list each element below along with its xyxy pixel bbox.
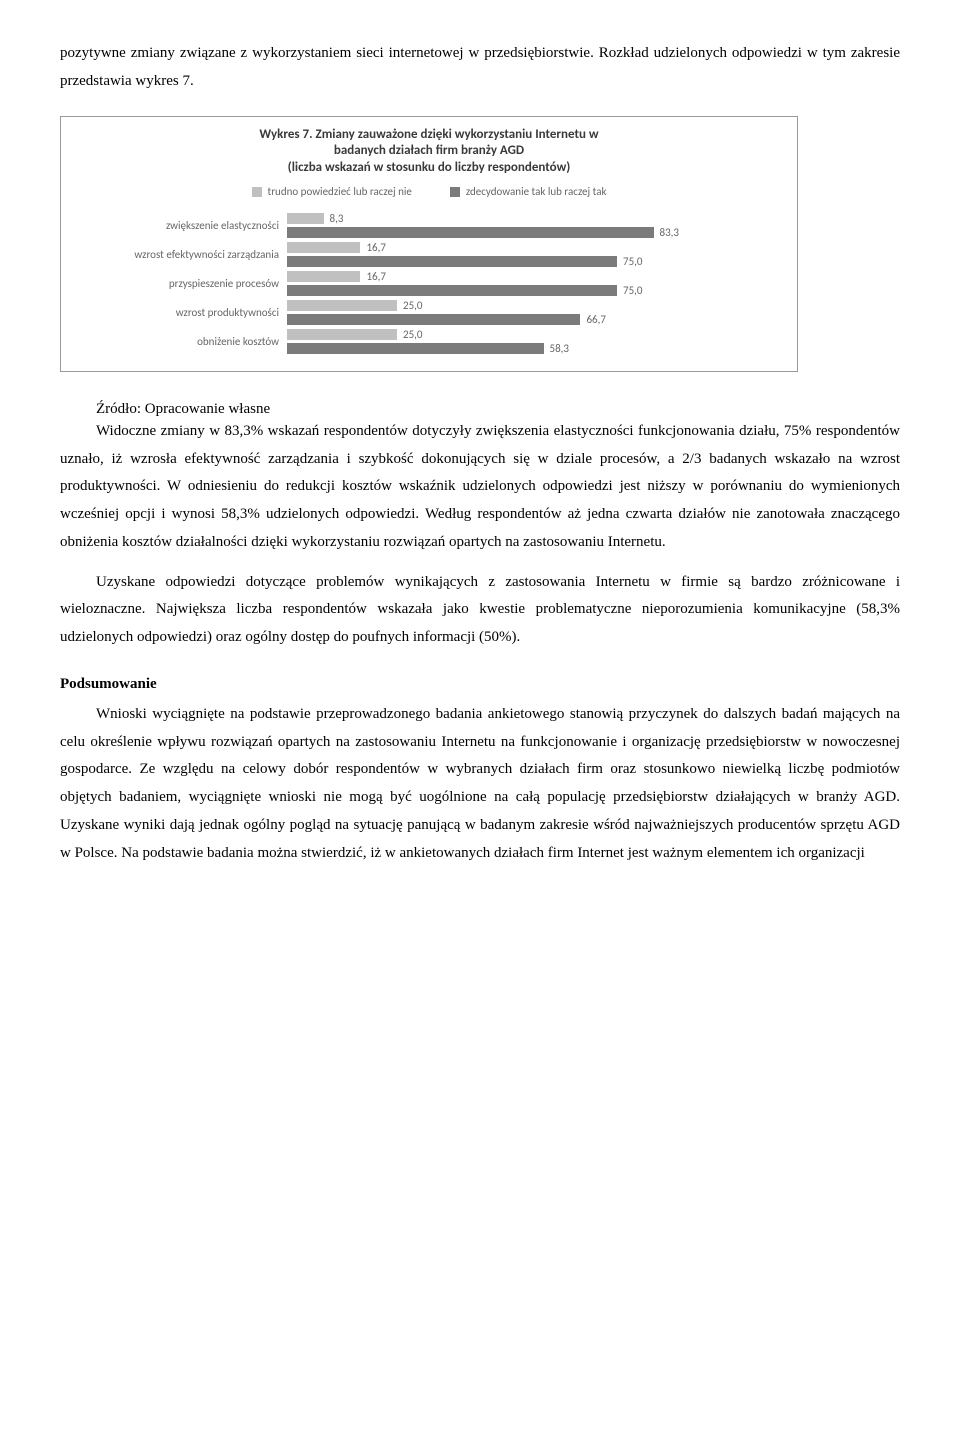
chart-category-row: wzrost produktywności 25,0 66,7 [79, 299, 779, 326]
legend-item-s1: trudno powiedzieć lub raczej nie [252, 185, 412, 198]
chart-bar-s1 [287, 300, 397, 311]
chart-title-line3: (liczba wskazań w stosunku do liczby res… [288, 160, 571, 175]
chart-bar-s1 [287, 213, 324, 224]
legend-label-s1: trudno powiedzieć lub raczej nie [268, 185, 412, 198]
legend-swatch-s2 [450, 187, 460, 197]
legend-item-s2: zdecydowanie tak lub raczej tak [450, 185, 607, 198]
paragraph-2: Uzyskane odpowiedzi dotyczące problemów … [60, 569, 900, 652]
chart-bar-row: 75,0 [287, 255, 779, 268]
chart-bar-s1 [287, 271, 360, 282]
chart-bar-row: 75,0 [287, 284, 779, 297]
chart-bar-s2 [287, 343, 544, 354]
chart-category-label: wzrost produktywności [79, 306, 287, 319]
chart-title-line2: badanych działach firm branży AGD [334, 143, 524, 158]
chart-bar-value: 75,0 [623, 255, 642, 268]
legend-label-s2: zdecydowanie tak lub raczej tak [466, 185, 607, 198]
chart-bar-s2 [287, 227, 654, 238]
chart-bar-value: 8,3 [330, 212, 344, 225]
chart-category-row: zwiększenie elastyczności 8,3 83,3 [79, 212, 779, 239]
chart-title: Wykres 7. Zmiany zauważone dzięki wykorz… [79, 127, 779, 178]
chart-body: zwiększenie elastyczności 8,3 83,3 wzrost e… [79, 212, 779, 355]
paragraph-1: Widoczne zmiany w 83,3% wskazań responde… [60, 418, 900, 557]
chart-bar-s1 [287, 242, 360, 253]
chart-bar-value: 58,3 [550, 342, 569, 355]
intro-paragraph: pozytywne zmiany związane z wykorzystani… [60, 40, 900, 96]
chart-category-row: wzrost efektywności zarządzania 16,7 75,0 [79, 241, 779, 268]
legend-swatch-s1 [252, 187, 262, 197]
chart-bars-group: 8,3 83,3 [287, 212, 779, 239]
chart-bars-group: 16,7 75,0 [287, 241, 779, 268]
chart-bar-s2 [287, 314, 580, 325]
chart-container: Wykres 7. Zmiany zauważone dzięki wykorz… [60, 116, 798, 373]
chart-bar-row: 16,7 [287, 270, 779, 283]
chart-title-line1: Wykres 7. Zmiany zauważone dzięki wykorz… [259, 127, 598, 142]
chart-bars-group: 25,0 58,3 [287, 328, 779, 355]
chart-bar-row: 25,0 [287, 299, 779, 312]
chart-bar-value: 25,0 [403, 328, 422, 341]
chart-bar-s1 [287, 329, 397, 340]
chart-bar-value: 16,7 [366, 241, 385, 254]
chart-bar-s2 [287, 256, 617, 267]
chart-bar-row: 8,3 [287, 212, 779, 225]
chart-bar-row: 58,3 [287, 342, 779, 355]
chart-legend: trudno powiedzieć lub raczej nie zdecydo… [79, 185, 779, 198]
chart-bar-value: 25,0 [403, 299, 422, 312]
chart-bar-row: 83,3 [287, 226, 779, 239]
chart-category-label: przyspieszenie procesów [79, 277, 287, 290]
chart-bar-value: 83,3 [660, 226, 679, 239]
paragraph-3: Wnioski wyciągnięte na podstawie przepro… [60, 701, 900, 868]
chart-category-label: obniżenie kosztów [79, 335, 287, 348]
chart-bars-group: 25,0 66,7 [287, 299, 779, 326]
chart-category-label: wzrost efektywności zarządzania [79, 248, 287, 261]
chart-category-row: obniżenie kosztów 25,0 58,3 [79, 328, 779, 355]
chart-category-row: przyspieszenie procesów 16,7 75,0 [79, 270, 779, 297]
chart-bars-group: 16,7 75,0 [287, 270, 779, 297]
chart-bar-row: 66,7 [287, 313, 779, 326]
section-heading: Podsumowanie [60, 676, 900, 693]
chart-bar-value: 66,7 [586, 313, 605, 326]
chart-category-label: zwiększenie elastyczności [79, 219, 287, 232]
chart-bar-value: 16,7 [366, 270, 385, 283]
chart-bar-value: 75,0 [623, 284, 642, 297]
chart-bar-row: 16,7 [287, 241, 779, 254]
chart-bar-row: 25,0 [287, 328, 779, 341]
chart-bar-s2 [287, 285, 617, 296]
